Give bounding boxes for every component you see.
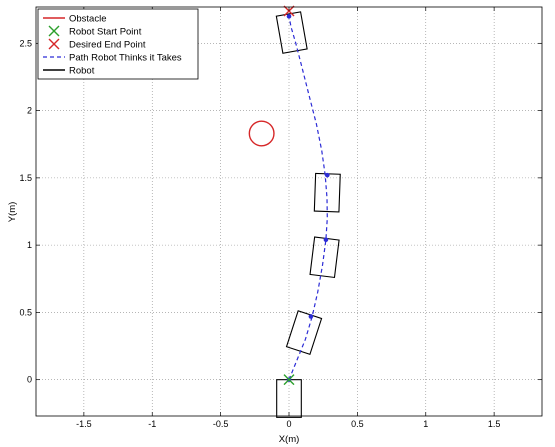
robot-body xyxy=(275,11,308,54)
x-tick-label: 1.5 xyxy=(488,419,501,429)
y-tick-label: 0 xyxy=(27,375,32,385)
x-tick-label: -0.5 xyxy=(213,419,229,429)
path-waypoint-marker xyxy=(324,172,330,178)
obstacle-circle xyxy=(248,120,275,147)
y-tick-label: 1 xyxy=(27,240,32,250)
y-tick-label: 0.5 xyxy=(19,307,32,317)
start-point-marker-stroke xyxy=(283,374,295,386)
start-point-marker xyxy=(283,374,295,386)
legend-label: Path Robot Thinks it Takes xyxy=(69,53,182,64)
legend-label: Desired End Point xyxy=(69,40,146,51)
y-tick-label: 1.5 xyxy=(19,173,32,183)
path-waypoint-marker xyxy=(308,314,314,319)
x-axis-title: X(m) xyxy=(279,434,300,445)
axis-ticks: -1.5 -1 -0.5 0 0.5 1 1.5 0 0.5 1 1.5 2 2.5 xyxy=(19,7,542,429)
legend-x-swatch xyxy=(48,38,60,50)
y-tick-label: 2 xyxy=(27,106,32,116)
path-layer xyxy=(248,16,328,380)
legend-label: Obstacle xyxy=(69,14,107,25)
y-tick-label: 2.5 xyxy=(19,38,32,48)
x-tick-label: 0 xyxy=(286,419,291,429)
path-waypoint-marker xyxy=(286,14,292,19)
end-point-marker xyxy=(283,5,295,17)
legend-label: Robot xyxy=(69,66,95,77)
x-tick-label: 0.5 xyxy=(351,419,364,429)
x-tick-label: 1 xyxy=(423,419,428,429)
x-tick-label: -1 xyxy=(148,419,156,429)
legend-label: Robot Start Point xyxy=(69,27,142,38)
end-point-marker-stroke xyxy=(283,5,295,17)
path-waypoint-marker xyxy=(323,237,329,243)
y-axis-title: Y(m) xyxy=(7,202,18,223)
legend-box xyxy=(37,8,199,80)
x-tick-label: -1.5 xyxy=(76,419,92,429)
legend-x-swatch xyxy=(48,25,60,37)
path-line xyxy=(288,16,328,380)
point-markers xyxy=(283,5,330,386)
legend: Obstacle Robot Start Point Desired End Poi… xyxy=(37,8,199,80)
